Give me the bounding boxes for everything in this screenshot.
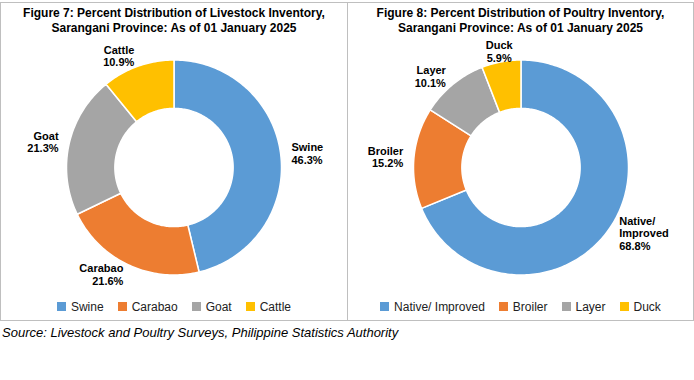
svg-text:Native/Improved68.8%: Native/Improved68.8% [619, 215, 669, 252]
svg-text:Layer10.1%: Layer10.1% [415, 64, 447, 89]
html-text:Goat: Goat [205, 300, 232, 314]
html-text:Broiler: Broiler [512, 300, 548, 314]
html-text:Figure 8: Percent Distribution: Figure 8: Percent Distribution of Poultr… [376, 6, 665, 20]
html-text:Sarangani Province: As of 01 J: Sarangani Province: As of 01 January 202… [398, 21, 643, 35]
svg-text:Broiler15.2%: Broiler15.2% [368, 145, 404, 170]
html-text:Layer: Layer [575, 300, 606, 314]
svg-text:Duck5.9%: Duck5.9% [486, 39, 514, 64]
svg-text:Carabao21.6%: Carabao21.6% [79, 262, 123, 287]
html-text:Sarangani Province: As of 01 J: Sarangani Province: As of 01 January 202… [51, 21, 297, 35]
html-text:Duck: Duck [633, 300, 661, 314]
html-text:Source: Livestock and Poultry: Source: Livestock and Poultry Surveys, P… [2, 325, 399, 340]
svg-text:Goat21.3%: Goat21.3% [27, 130, 59, 155]
html-text:Carabao: Carabao [131, 300, 178, 314]
html-text:Native/ Improved: Native/ Improved [394, 300, 485, 314]
html-text:Swine: Swine [71, 300, 104, 314]
html-text:Cattle: Cattle [259, 300, 291, 314]
svg-text:Swine46.3%: Swine46.3% [291, 141, 323, 166]
svg-text:Cattle10.9%: Cattle10.9% [103, 44, 134, 69]
html-text:Figure 7: Percent Distribution: Figure 7: Percent Distribution of Livest… [23, 6, 325, 20]
